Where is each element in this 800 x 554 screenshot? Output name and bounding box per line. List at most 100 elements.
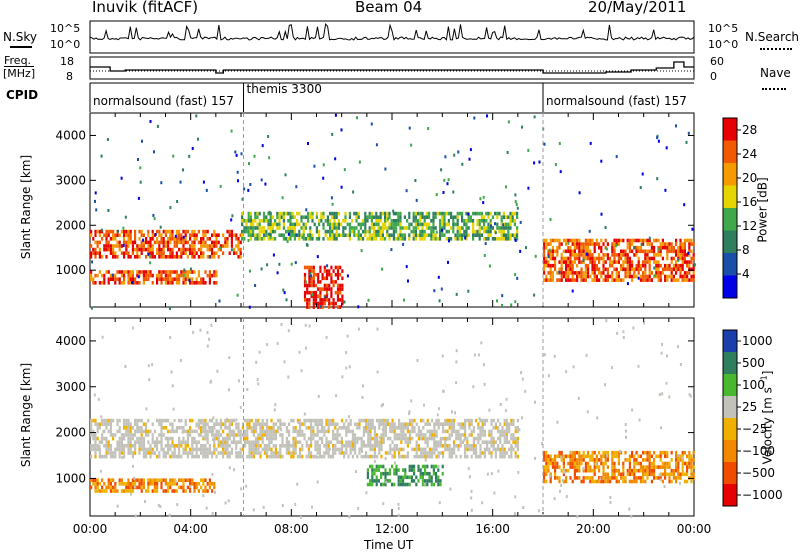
echo-cell	[273, 408, 276, 412]
echo-cell	[310, 451, 313, 455]
echo-cell	[258, 219, 261, 223]
echo-cell	[147, 433, 150, 437]
echo-cell	[235, 440, 238, 444]
echo-cell	[321, 287, 324, 291]
echo-cell	[600, 458, 603, 462]
echo-cell	[256, 226, 259, 230]
echo-cell	[470, 429, 473, 434]
echo-cell	[631, 468, 634, 473]
echo-cell	[560, 455, 563, 459]
echo-cell	[335, 237, 338, 241]
echo-cell	[145, 240, 148, 245]
echo-cell	[254, 219, 257, 223]
echo-cell	[569, 454, 572, 459]
velocity-cbar-label: Velocity [m s−1]	[759, 370, 775, 465]
echo-cell	[178, 273, 181, 278]
echo-cell	[246, 388, 249, 391]
echo-cell	[303, 265, 307, 270]
echo-cell	[184, 478, 187, 482]
echo-cell	[371, 479, 374, 483]
echo-cell	[470, 490, 473, 493]
echo-cell	[204, 270, 207, 274]
echo-cell	[584, 249, 587, 254]
echo-cell	[206, 422, 209, 426]
echo-cell	[125, 418, 128, 423]
echo-cell	[151, 436, 154, 441]
echo-cell	[295, 233, 298, 237]
echo-cell	[373, 468, 376, 472]
echo-cell	[519, 220, 522, 224]
echo-cell	[424, 451, 427, 455]
echo-cell	[604, 274, 607, 279]
echo-cell	[421, 229, 424, 234]
echo-cell	[567, 241, 570, 245]
echo-cell	[318, 237, 321, 241]
echo-cell	[549, 242, 552, 246]
echo-cell	[298, 233, 301, 237]
echo-cell	[664, 188, 667, 192]
echo-cell	[582, 245, 585, 250]
echo-cell	[604, 267, 607, 272]
echo-cell	[204, 454, 207, 459]
echo-cell	[375, 468, 378, 472]
echo-cell	[655, 260, 658, 264]
echo-cell	[432, 233, 435, 237]
echo-cell	[395, 222, 398, 227]
echo-cell	[648, 263, 651, 268]
echo-cell	[178, 233, 181, 237]
echo-cell	[584, 278, 587, 282]
echo-cell	[666, 454, 669, 459]
echo-cell	[250, 454, 253, 459]
echo-cell	[193, 436, 196, 441]
echo-cell	[551, 278, 554, 282]
echo-cell	[296, 418, 299, 423]
echo-cell	[346, 274, 349, 278]
echo-cell	[388, 222, 391, 227]
echo-cell	[156, 485, 159, 490]
echo-cell	[323, 276, 326, 281]
echo-cell	[454, 237, 457, 241]
echo-cell	[125, 251, 128, 255]
echo-cell	[193, 281, 196, 285]
echo-cell	[507, 120, 510, 124]
echo-cell	[402, 422, 405, 426]
echo-cell	[178, 444, 181, 448]
echo-cell	[485, 219, 488, 223]
echo-cell	[302, 222, 305, 227]
echo-cell	[365, 454, 368, 459]
echo-cell	[446, 437, 448, 441]
echo-cell	[312, 269, 315, 273]
echo-cell	[109, 447, 112, 452]
echo-cell	[622, 479, 625, 484]
echo-cell	[116, 277, 119, 281]
echo-cell	[666, 249, 669, 254]
echo-cell	[683, 256, 686, 261]
echo-cell	[428, 471, 431, 476]
echo-cell	[510, 433, 513, 437]
echo-cell	[591, 260, 594, 264]
echo-cell	[159, 225, 162, 229]
echo-cell	[576, 263, 579, 268]
echo-cell	[573, 249, 576, 254]
echo-cell	[487, 237, 490, 241]
echo-cell	[131, 277, 134, 281]
echo-cell	[688, 242, 691, 246]
echo-cell	[355, 470, 357, 474]
echo-cell	[464, 422, 467, 426]
echo-cell	[333, 215, 336, 219]
echo-cell	[182, 240, 185, 245]
echo-cell	[167, 440, 170, 444]
echo-cell	[213, 444, 216, 448]
echo-cell	[96, 436, 99, 441]
echo-cell	[371, 454, 374, 459]
echo-cell	[310, 440, 313, 444]
echo-cell	[659, 263, 662, 268]
echo-cell	[358, 447, 361, 452]
echo-cell	[373, 233, 376, 237]
echo-cell	[677, 476, 680, 480]
echo-cell	[272, 433, 275, 437]
echo-cell	[247, 226, 250, 230]
echo-cell	[635, 468, 638, 473]
echo-cell	[237, 244, 240, 248]
echo-cell	[208, 270, 211, 274]
